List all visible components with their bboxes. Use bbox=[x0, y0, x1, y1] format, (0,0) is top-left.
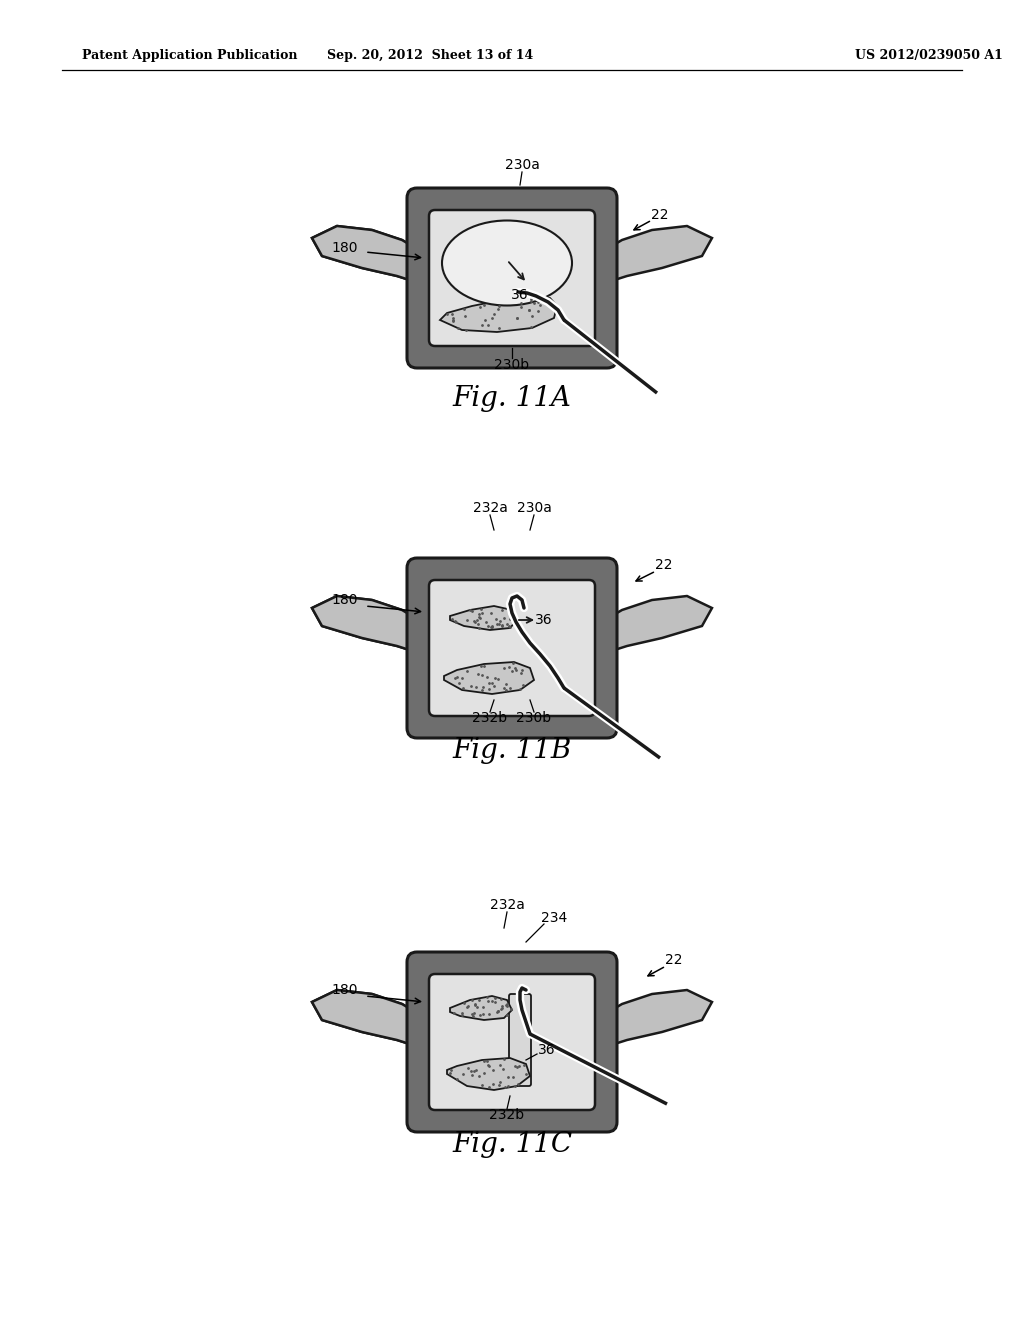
Text: 234: 234 bbox=[541, 911, 567, 925]
FancyBboxPatch shape bbox=[407, 952, 617, 1133]
FancyBboxPatch shape bbox=[429, 210, 595, 346]
Polygon shape bbox=[447, 1059, 530, 1090]
Polygon shape bbox=[444, 663, 534, 694]
Text: 36: 36 bbox=[536, 612, 553, 627]
Text: 232b: 232b bbox=[489, 1107, 524, 1122]
Text: 22: 22 bbox=[655, 558, 673, 572]
Polygon shape bbox=[312, 990, 419, 1047]
Text: 230b: 230b bbox=[516, 711, 552, 725]
Text: 230b: 230b bbox=[495, 358, 529, 372]
Polygon shape bbox=[450, 606, 517, 630]
Polygon shape bbox=[312, 597, 419, 653]
Polygon shape bbox=[605, 597, 712, 653]
Text: 180: 180 bbox=[332, 593, 358, 607]
Text: Fig. 11A: Fig. 11A bbox=[453, 384, 571, 412]
Polygon shape bbox=[312, 226, 419, 282]
Polygon shape bbox=[605, 226, 712, 282]
FancyBboxPatch shape bbox=[407, 187, 617, 368]
Text: 230a: 230a bbox=[516, 502, 552, 515]
Text: 22: 22 bbox=[651, 209, 669, 222]
Text: Fig. 11C: Fig. 11C bbox=[452, 1131, 572, 1159]
FancyBboxPatch shape bbox=[509, 994, 531, 1086]
Text: 232b: 232b bbox=[472, 711, 508, 725]
Polygon shape bbox=[312, 226, 419, 282]
Polygon shape bbox=[312, 597, 419, 653]
FancyBboxPatch shape bbox=[429, 579, 595, 715]
Polygon shape bbox=[312, 990, 419, 1047]
Text: 232a: 232a bbox=[489, 898, 524, 912]
Text: 230a: 230a bbox=[505, 158, 540, 172]
Polygon shape bbox=[440, 298, 557, 333]
Polygon shape bbox=[450, 997, 512, 1020]
FancyBboxPatch shape bbox=[429, 974, 595, 1110]
Polygon shape bbox=[605, 990, 712, 1047]
Text: 180: 180 bbox=[332, 242, 358, 255]
Text: 180: 180 bbox=[332, 983, 358, 997]
Text: Fig. 11B: Fig. 11B bbox=[453, 737, 571, 763]
Text: US 2012/0239050 A1: US 2012/0239050 A1 bbox=[855, 49, 1002, 62]
Text: 22: 22 bbox=[666, 953, 683, 968]
Text: Sep. 20, 2012  Sheet 13 of 14: Sep. 20, 2012 Sheet 13 of 14 bbox=[327, 49, 534, 62]
Text: Patent Application Publication: Patent Application Publication bbox=[82, 49, 298, 62]
Text: 232a: 232a bbox=[472, 502, 508, 515]
Ellipse shape bbox=[442, 220, 572, 305]
Text: 36: 36 bbox=[511, 288, 528, 302]
FancyBboxPatch shape bbox=[407, 558, 617, 738]
Text: 36: 36 bbox=[539, 1043, 556, 1057]
